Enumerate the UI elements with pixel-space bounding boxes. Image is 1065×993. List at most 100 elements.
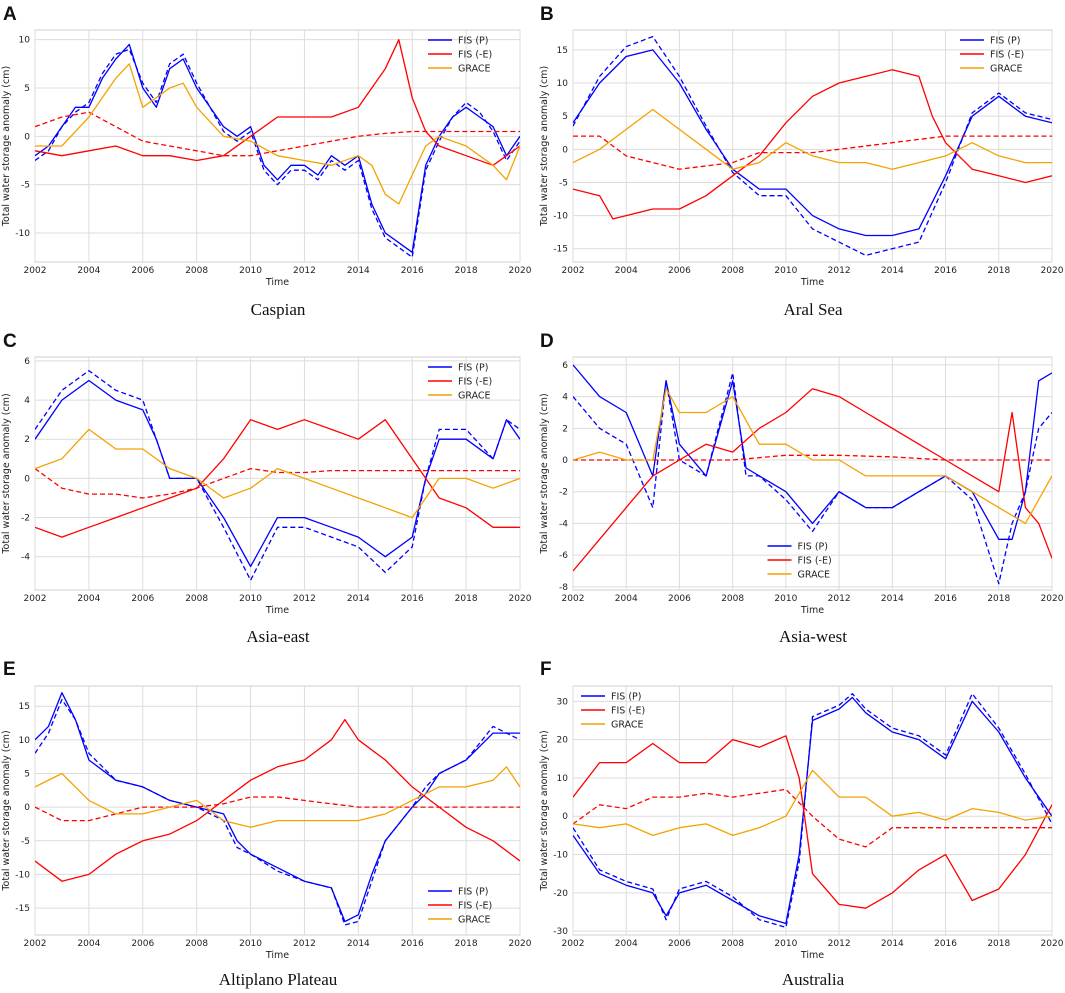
x-tick-label: 2002 (562, 594, 585, 604)
y-tick-label: 15 (19, 702, 30, 712)
x-tick-label: 2004 (615, 594, 638, 604)
y-tick-label: 6 (562, 361, 568, 371)
x-tick-label: 2020 (1041, 594, 1064, 604)
panel-caption: Australia (782, 970, 845, 989)
series-line-fis-e (573, 735, 1052, 909)
series-line-fis-e-dashed (573, 135, 1052, 170)
series-line-fis-p-dashed (35, 698, 520, 926)
y-tick-label: 5 (24, 769, 30, 779)
series-line-grace (35, 766, 520, 828)
series-line-grace (573, 108, 1052, 170)
panel-letter: A (3, 4, 17, 25)
legend-label: GRACE (458, 915, 491, 926)
series-line-fis-e-dashed (35, 111, 520, 157)
y-tick-label: -2 (21, 514, 30, 524)
x-tick-label: 2004 (615, 266, 638, 276)
y-tick-label: -10 (553, 851, 568, 861)
x-tick-label: 2010 (774, 594, 797, 604)
x-tick-label: 2006 (668, 594, 691, 604)
x-tick-label: 2014 (347, 594, 370, 604)
y-tick-label: -4 (21, 553, 30, 563)
x-tick-label: 2018 (987, 594, 1010, 604)
series-line-fis-p (573, 49, 1052, 237)
legend-label: GRACE (458, 391, 491, 402)
x-axis-label: Time (265, 950, 289, 961)
panel-e: E 2002 2004 2006 2008 2010 2012 2014 2016 2018 202… (1, 659, 532, 989)
y-tick-label: 0 (24, 132, 30, 142)
legend-label: FIS (-E) (458, 901, 492, 912)
series-line-fis-e (35, 419, 520, 538)
y-tick-label: -10 (15, 870, 30, 880)
panel-letter: F (540, 659, 552, 680)
series-line-grace (573, 769, 1052, 837)
x-tick-label: 2014 (347, 939, 370, 949)
y-tick-label: -8 (559, 583, 568, 593)
x-axis-label: Time (800, 950, 824, 961)
series-line-fis-e-dashed (573, 788, 1052, 848)
y-tick-label: 6 (24, 357, 30, 367)
x-tick-label: 2018 (987, 266, 1010, 276)
legend-label: FIS (-E) (990, 50, 1024, 61)
series-line-fis-p-dashed (573, 35, 1052, 257)
x-tick-label: 2012 (828, 266, 851, 276)
legend: FIS (P) FIS (-E) GRACE (428, 36, 492, 75)
x-tick-label: 2012 (293, 266, 316, 276)
x-tick-label: 2018 (987, 939, 1010, 949)
x-tick-label: 2008 (721, 939, 744, 949)
legend-label: FIS (P) (990, 36, 1020, 47)
legend: FIS (P) FIS (-E) GRACE (960, 36, 1024, 75)
y-tick-label: -30 (553, 927, 568, 937)
y-tick-label: 2 (562, 424, 568, 434)
y-tick-label: -5 (559, 178, 568, 188)
x-tick-label: 2014 (881, 266, 904, 276)
x-tick-label: 2020 (509, 594, 532, 604)
y-tick-label: -10 (553, 212, 568, 222)
y-tick-label: 0 (24, 474, 30, 484)
legend-label: FIS (P) (458, 363, 488, 374)
x-tick-label: 2008 (721, 594, 744, 604)
series-line-fis-p-dashed (35, 48, 520, 258)
y-axis-label: Total water storage anomaly (cm) (1, 730, 12, 891)
series-group (35, 370, 520, 581)
x-tick-label: 2016 (401, 266, 424, 276)
y-tick-label: -15 (553, 245, 568, 255)
x-tick-label: 2016 (934, 939, 957, 949)
series-line-fis-p-dashed (35, 370, 520, 581)
x-tick-label: 2006 (131, 939, 154, 949)
x-tick-label: 2006 (131, 266, 154, 276)
y-tick-label: -15 (15, 904, 30, 914)
x-tick-label: 2006 (668, 939, 691, 949)
panel-letter: E (3, 659, 16, 680)
series-line-fis-p (35, 379, 520, 568)
series-line-fis-e (35, 39, 520, 166)
x-tick-label: 2012 (828, 594, 851, 604)
x-tick-label: 2018 (455, 939, 478, 949)
panel-caption: Asia-east (246, 627, 310, 646)
x-tick-label: 2020 (509, 939, 532, 949)
x-tick-label: 2014 (881, 594, 904, 604)
legend-label: FIS (-E) (458, 50, 492, 61)
x-tick-label: 2008 (721, 266, 744, 276)
x-tick-label: 2002 (562, 939, 585, 949)
y-axis-label: Total water storage anomaly (cm) (1, 393, 12, 554)
panel-caption: Aral Sea (783, 300, 842, 319)
panel-letter: B (540, 4, 554, 25)
y-tick-label: -10 (15, 229, 30, 239)
y-tick-label: -5 (21, 837, 30, 847)
x-tick-label: 2010 (239, 266, 262, 276)
series-line-fis-e (35, 718, 520, 882)
x-tick-label: 2016 (934, 594, 957, 604)
x-tick-label: 2006 (668, 266, 691, 276)
legend-label: GRACE (990, 64, 1023, 75)
x-axis-label: Time (800, 277, 824, 288)
x-tick-label: 2006 (131, 594, 154, 604)
legend-label: FIS (-E) (798, 556, 832, 567)
legend-label: FIS (P) (798, 542, 828, 553)
x-tick-label: 2020 (509, 266, 532, 276)
x-tick-label: 2008 (185, 594, 208, 604)
y-tick-label: 10 (557, 774, 569, 784)
x-tick-label: 2014 (347, 266, 370, 276)
